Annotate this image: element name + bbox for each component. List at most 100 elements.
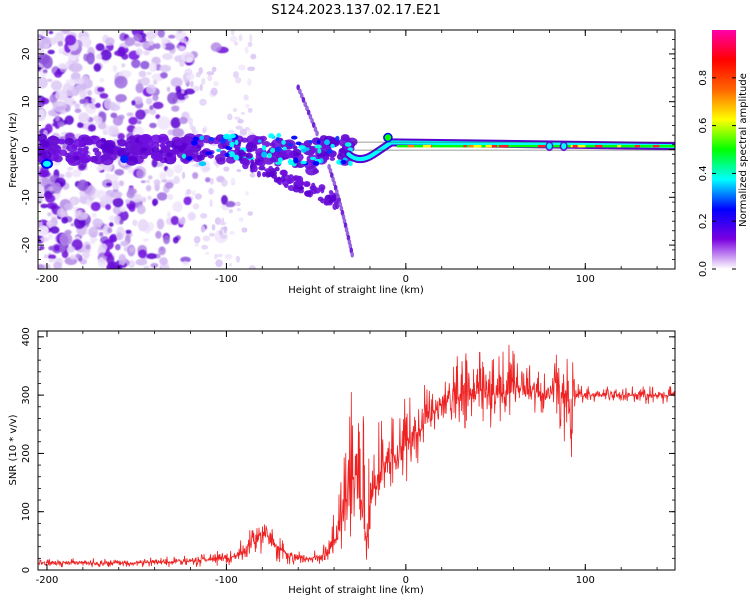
spectrogram-noise-blob [218,229,223,236]
spectrogram-noise-blob [118,180,125,187]
spectrogram-noise-blob [250,53,257,60]
x-tick-label: 100 [576,575,595,586]
spectrogram-marks [38,30,675,269]
carrier-mid-band [346,140,675,162]
y-tick-label: 300 [21,386,32,405]
spectrogram-noise-blob [156,218,165,230]
spectrogram-noise-blob [161,44,167,49]
spectrogram-hot-blob [335,135,340,142]
spectrogram-noise-blob [98,231,104,237]
y-tick-label: 400 [21,327,32,346]
spectrogram-hot-blob [298,145,306,149]
spectrogram-noise-blob [209,199,213,208]
spectrogram-hot-blob [234,139,239,146]
spectrogram-noise-blob [50,80,63,91]
spectrogram-noise-blob [150,263,159,268]
spectrogram-noise-blob [105,37,115,46]
spectrogram-noise-blob [143,50,151,56]
spectrogram-noise-blob [49,37,57,45]
spectrogram-hot-blob [314,144,322,149]
spectrogram-trail-blob [298,88,302,95]
spectrogram-band-blob [101,155,114,166]
spectrogram-noise-blob [116,232,123,241]
spectrogram-noise-blob [147,195,152,201]
spectrogram-noise-blob [152,101,164,110]
spectrogram-band-blob [126,136,136,144]
spectrogram-noise-blob [90,201,101,212]
spectrogram-noise-blob [156,192,168,201]
spectrogram-noise-blob [202,235,211,242]
spectrogram-noise-blob [146,84,157,95]
spectrogram-noise-blob [146,253,157,260]
spectrogram-noise-blob [227,113,233,121]
spectrogram-noise-blob [151,158,158,168]
spectrogram-noise-blob [152,200,157,207]
spectrogram-hot-blob [300,160,307,165]
spectrogram-hot-blob [344,142,352,147]
spectrogram-noise-blob [93,63,102,72]
spectrogram-noise-blob [166,193,174,200]
spectrogram-noise-blob [71,169,82,178]
colorbar-ticks: 0.0 0.2 0.4 0.6 0.8 [698,70,736,277]
spectrogram-noise-blob [143,238,149,242]
spectrogram-noise-blob [218,221,227,226]
spectrogram-hot-blob [268,133,275,139]
spectrogram-hot-blob [267,152,272,159]
spectrogram-noise-blob [247,78,252,87]
spectrogram-hot-blob [223,133,231,140]
snr-y-label: SNR (10 * v/v) [8,414,19,485]
spectrogram-noise-blob [207,74,213,82]
spectrogram-noise-blob [201,244,209,250]
y-tick-label: 20 [21,48,32,61]
spectrogram-band-blob [166,140,175,148]
spectrogram-noise-blob [154,43,161,50]
spectrogram-band-blob [125,156,139,166]
spectrogram-trail-blob [305,105,309,112]
spectrogram-noise-blob [247,211,254,216]
carrier-hot-segment [537,144,546,148]
spectrogram-noise-blob [133,33,143,42]
spectrogram-noise-blob [95,102,101,108]
spectrogram-noise-blob [206,71,215,76]
snr-x-ticks: -200 -100 0 100 [36,331,658,586]
spectrogram-noise-blob [185,188,192,195]
spectrogram-hot-blob [219,138,227,144]
spectrogram-noise-blob [146,71,152,76]
spectrogram-noise-blob [56,208,66,218]
colorbar-label: Normalized spectral amplitude [738,73,749,227]
spectrogram-trail-blob [311,182,316,188]
spectrogram-band-blob [281,149,294,159]
spectrogram-hot-blob [304,147,310,151]
spectrogram-noise-blob [232,71,239,79]
spectrogram-band-blob [41,140,50,148]
spectrogram-noise-blob [247,41,253,48]
spectrogram-noise-blob [116,264,123,269]
spectrogram-noise-blob [192,130,199,135]
spectrogram-noise-blob [48,30,54,35]
spectrogram-hot-blob [40,158,53,169]
spectrogram-noise-blob [100,195,114,206]
spectrogram-band-blob [214,153,226,163]
spectrogram-noise-blob [155,114,161,120]
snr-frame [37,330,676,571]
spectrogram-noise-blob [235,255,241,263]
spectrogram-band-blob [49,135,57,141]
spectrogram-noise-blob [247,66,256,72]
spectrogram-noise-blob [135,258,148,266]
spectrogram-noise-blob [38,184,45,196]
spectrogram-trail-blob [268,165,273,171]
spectrogram-noise-blob [74,211,89,221]
spectrogram-noise-blob [145,97,153,105]
carrier-hot-segment [653,144,657,148]
spectrogram-noise-blob [194,241,199,247]
spectrogram-trail-blob [301,96,306,103]
spectrogram-noise-blob [176,44,181,49]
spectrogram-noise-blob [40,203,48,209]
spectrogram-noise-blob [208,232,215,237]
spectrogram-hot-blob [275,137,280,142]
spectrogram-noise-blob [126,190,135,199]
spectrogram-noise-blob [187,212,196,221]
spectrogram-noise-blob [99,77,105,83]
snr-series-line [38,344,675,568]
